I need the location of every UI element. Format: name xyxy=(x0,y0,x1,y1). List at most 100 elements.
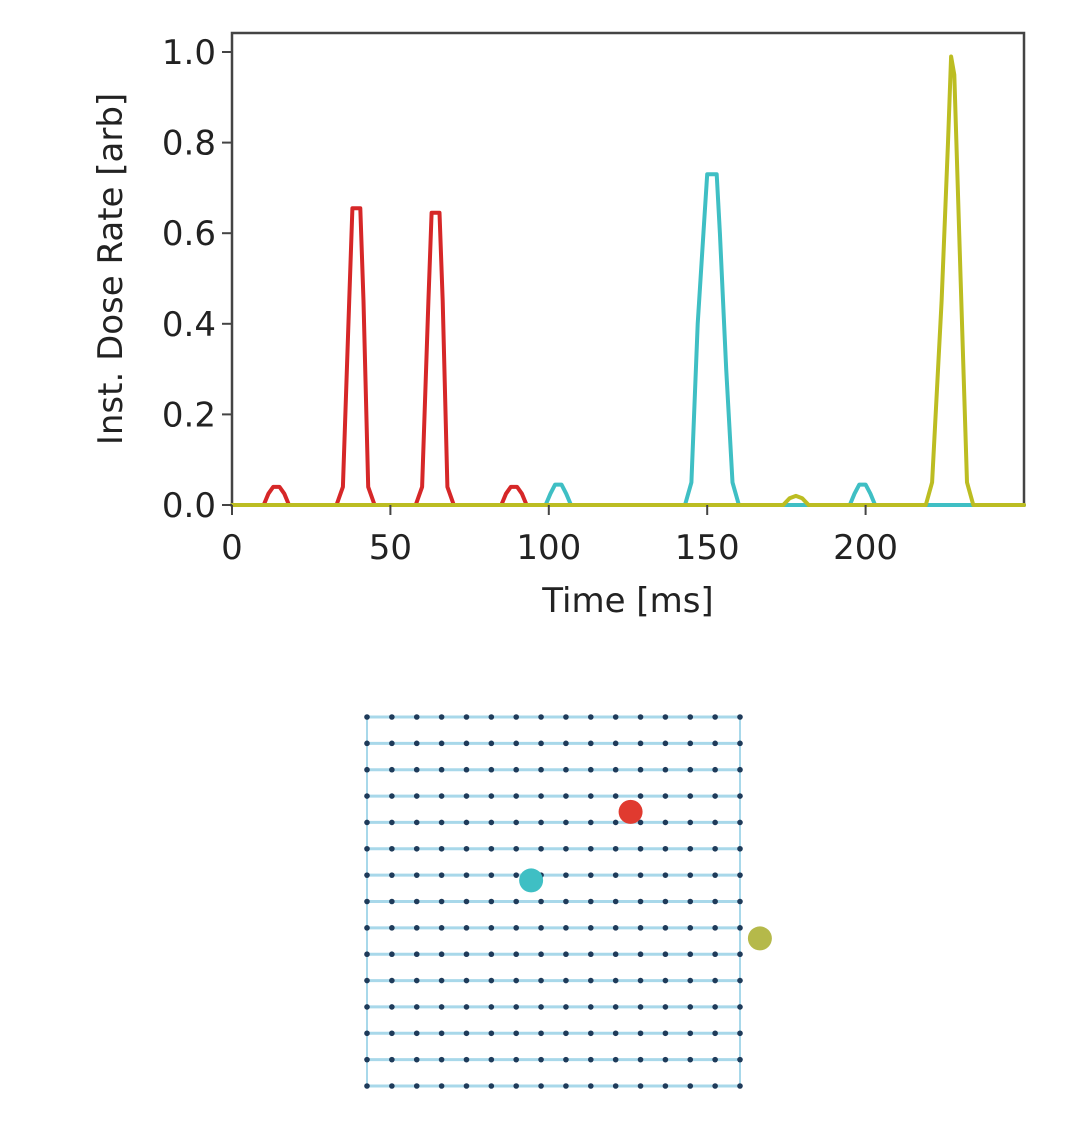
grid-point xyxy=(612,714,619,720)
grid-point xyxy=(438,1056,445,1063)
grid-point xyxy=(662,951,669,958)
grid-point xyxy=(513,1030,519,1037)
grid-point xyxy=(563,925,569,931)
grid-point xyxy=(737,819,743,826)
grid-point xyxy=(364,977,370,984)
grid-point xyxy=(637,977,644,984)
grid-point xyxy=(438,1030,445,1037)
grid-point xyxy=(513,1004,519,1010)
grid-point xyxy=(513,714,519,720)
grid-point xyxy=(563,1083,569,1089)
grid-point xyxy=(513,925,519,931)
grid-point xyxy=(364,819,370,826)
grid-point xyxy=(488,925,495,931)
grid-point xyxy=(637,766,644,773)
grid-point xyxy=(687,951,694,958)
grid-point xyxy=(438,951,445,958)
highlight-point-2 xyxy=(519,868,544,893)
grid-point xyxy=(413,1056,420,1063)
grid-point xyxy=(737,898,743,905)
grid-point xyxy=(712,714,718,720)
grid-point xyxy=(463,872,470,878)
grid-point xyxy=(563,898,569,905)
grid-point xyxy=(588,714,594,720)
grid-point xyxy=(364,1030,370,1037)
grid-point xyxy=(488,819,495,826)
grid-point xyxy=(438,793,445,799)
grid-point xyxy=(389,1004,395,1010)
grid-point xyxy=(513,1083,519,1089)
grid-point xyxy=(364,714,370,720)
grid-point xyxy=(364,1083,370,1089)
grid-point xyxy=(488,714,495,720)
grid-point xyxy=(612,925,619,931)
grid-point xyxy=(588,845,594,852)
grid-point xyxy=(413,1030,420,1037)
grid-point xyxy=(364,898,370,905)
grid-point xyxy=(563,1004,569,1010)
grid-point xyxy=(737,925,743,931)
grid-point xyxy=(538,793,544,799)
grid-point xyxy=(488,951,495,958)
grid-point xyxy=(513,793,519,799)
grid-point xyxy=(389,819,395,826)
grid-point xyxy=(563,819,569,826)
grid-point xyxy=(662,1083,669,1089)
grid-point xyxy=(662,819,669,826)
grid-point xyxy=(364,845,370,852)
grid-point xyxy=(612,1004,619,1010)
grid-point xyxy=(488,977,495,984)
grid-point xyxy=(712,1030,718,1037)
grid-point xyxy=(463,1056,470,1063)
highlight-point-3 xyxy=(747,926,772,951)
grid-point xyxy=(413,1004,420,1010)
series-line-1 xyxy=(230,206,1026,507)
y-tick-label: 0.6 xyxy=(162,214,216,254)
grid-point xyxy=(364,925,370,931)
grid-point xyxy=(438,740,445,747)
grid-point xyxy=(612,793,619,799)
axis-layer: 0 50 100 150 200 0.0 0.2 0.4 0.6 0.8 1.0 xyxy=(162,33,898,568)
grid-point xyxy=(563,872,569,878)
grid-point xyxy=(413,766,420,773)
grid-point xyxy=(563,1030,569,1037)
grid-point xyxy=(463,740,470,747)
grid-point xyxy=(389,925,395,931)
grid-point xyxy=(463,819,470,826)
grid-point xyxy=(413,872,420,878)
grid-point xyxy=(488,1056,495,1063)
grid-point xyxy=(389,845,395,852)
x-tick-label: 200 xyxy=(833,528,898,568)
series-line-3 xyxy=(230,54,1026,507)
grid-point xyxy=(463,1083,470,1089)
grid-point xyxy=(712,977,718,984)
grid-point xyxy=(438,766,445,773)
grid-point xyxy=(612,1030,619,1037)
grid-point xyxy=(389,977,395,984)
grid-point xyxy=(637,714,644,720)
grid-point xyxy=(488,1083,495,1089)
x-tick-label: 0 xyxy=(221,528,243,568)
grid-point xyxy=(563,793,569,799)
grid-point xyxy=(389,714,395,720)
grid-point xyxy=(588,1083,594,1089)
grid-point xyxy=(463,898,470,905)
grid-point xyxy=(712,898,718,905)
scan-lines xyxy=(366,715,741,1088)
grid-point xyxy=(662,977,669,984)
grid-point xyxy=(488,845,495,852)
grid-point xyxy=(612,1056,619,1063)
grid-point xyxy=(637,1004,644,1010)
grid-point xyxy=(438,1083,445,1089)
grid-point xyxy=(662,872,669,878)
grid-point xyxy=(389,793,395,799)
grid-point xyxy=(588,766,594,773)
grid-point xyxy=(364,766,370,773)
grid-point xyxy=(413,845,420,852)
grid-point xyxy=(612,845,619,852)
grid-point xyxy=(588,925,594,931)
grid-point xyxy=(687,872,694,878)
grid-point xyxy=(662,925,669,931)
grid-point xyxy=(563,740,569,747)
